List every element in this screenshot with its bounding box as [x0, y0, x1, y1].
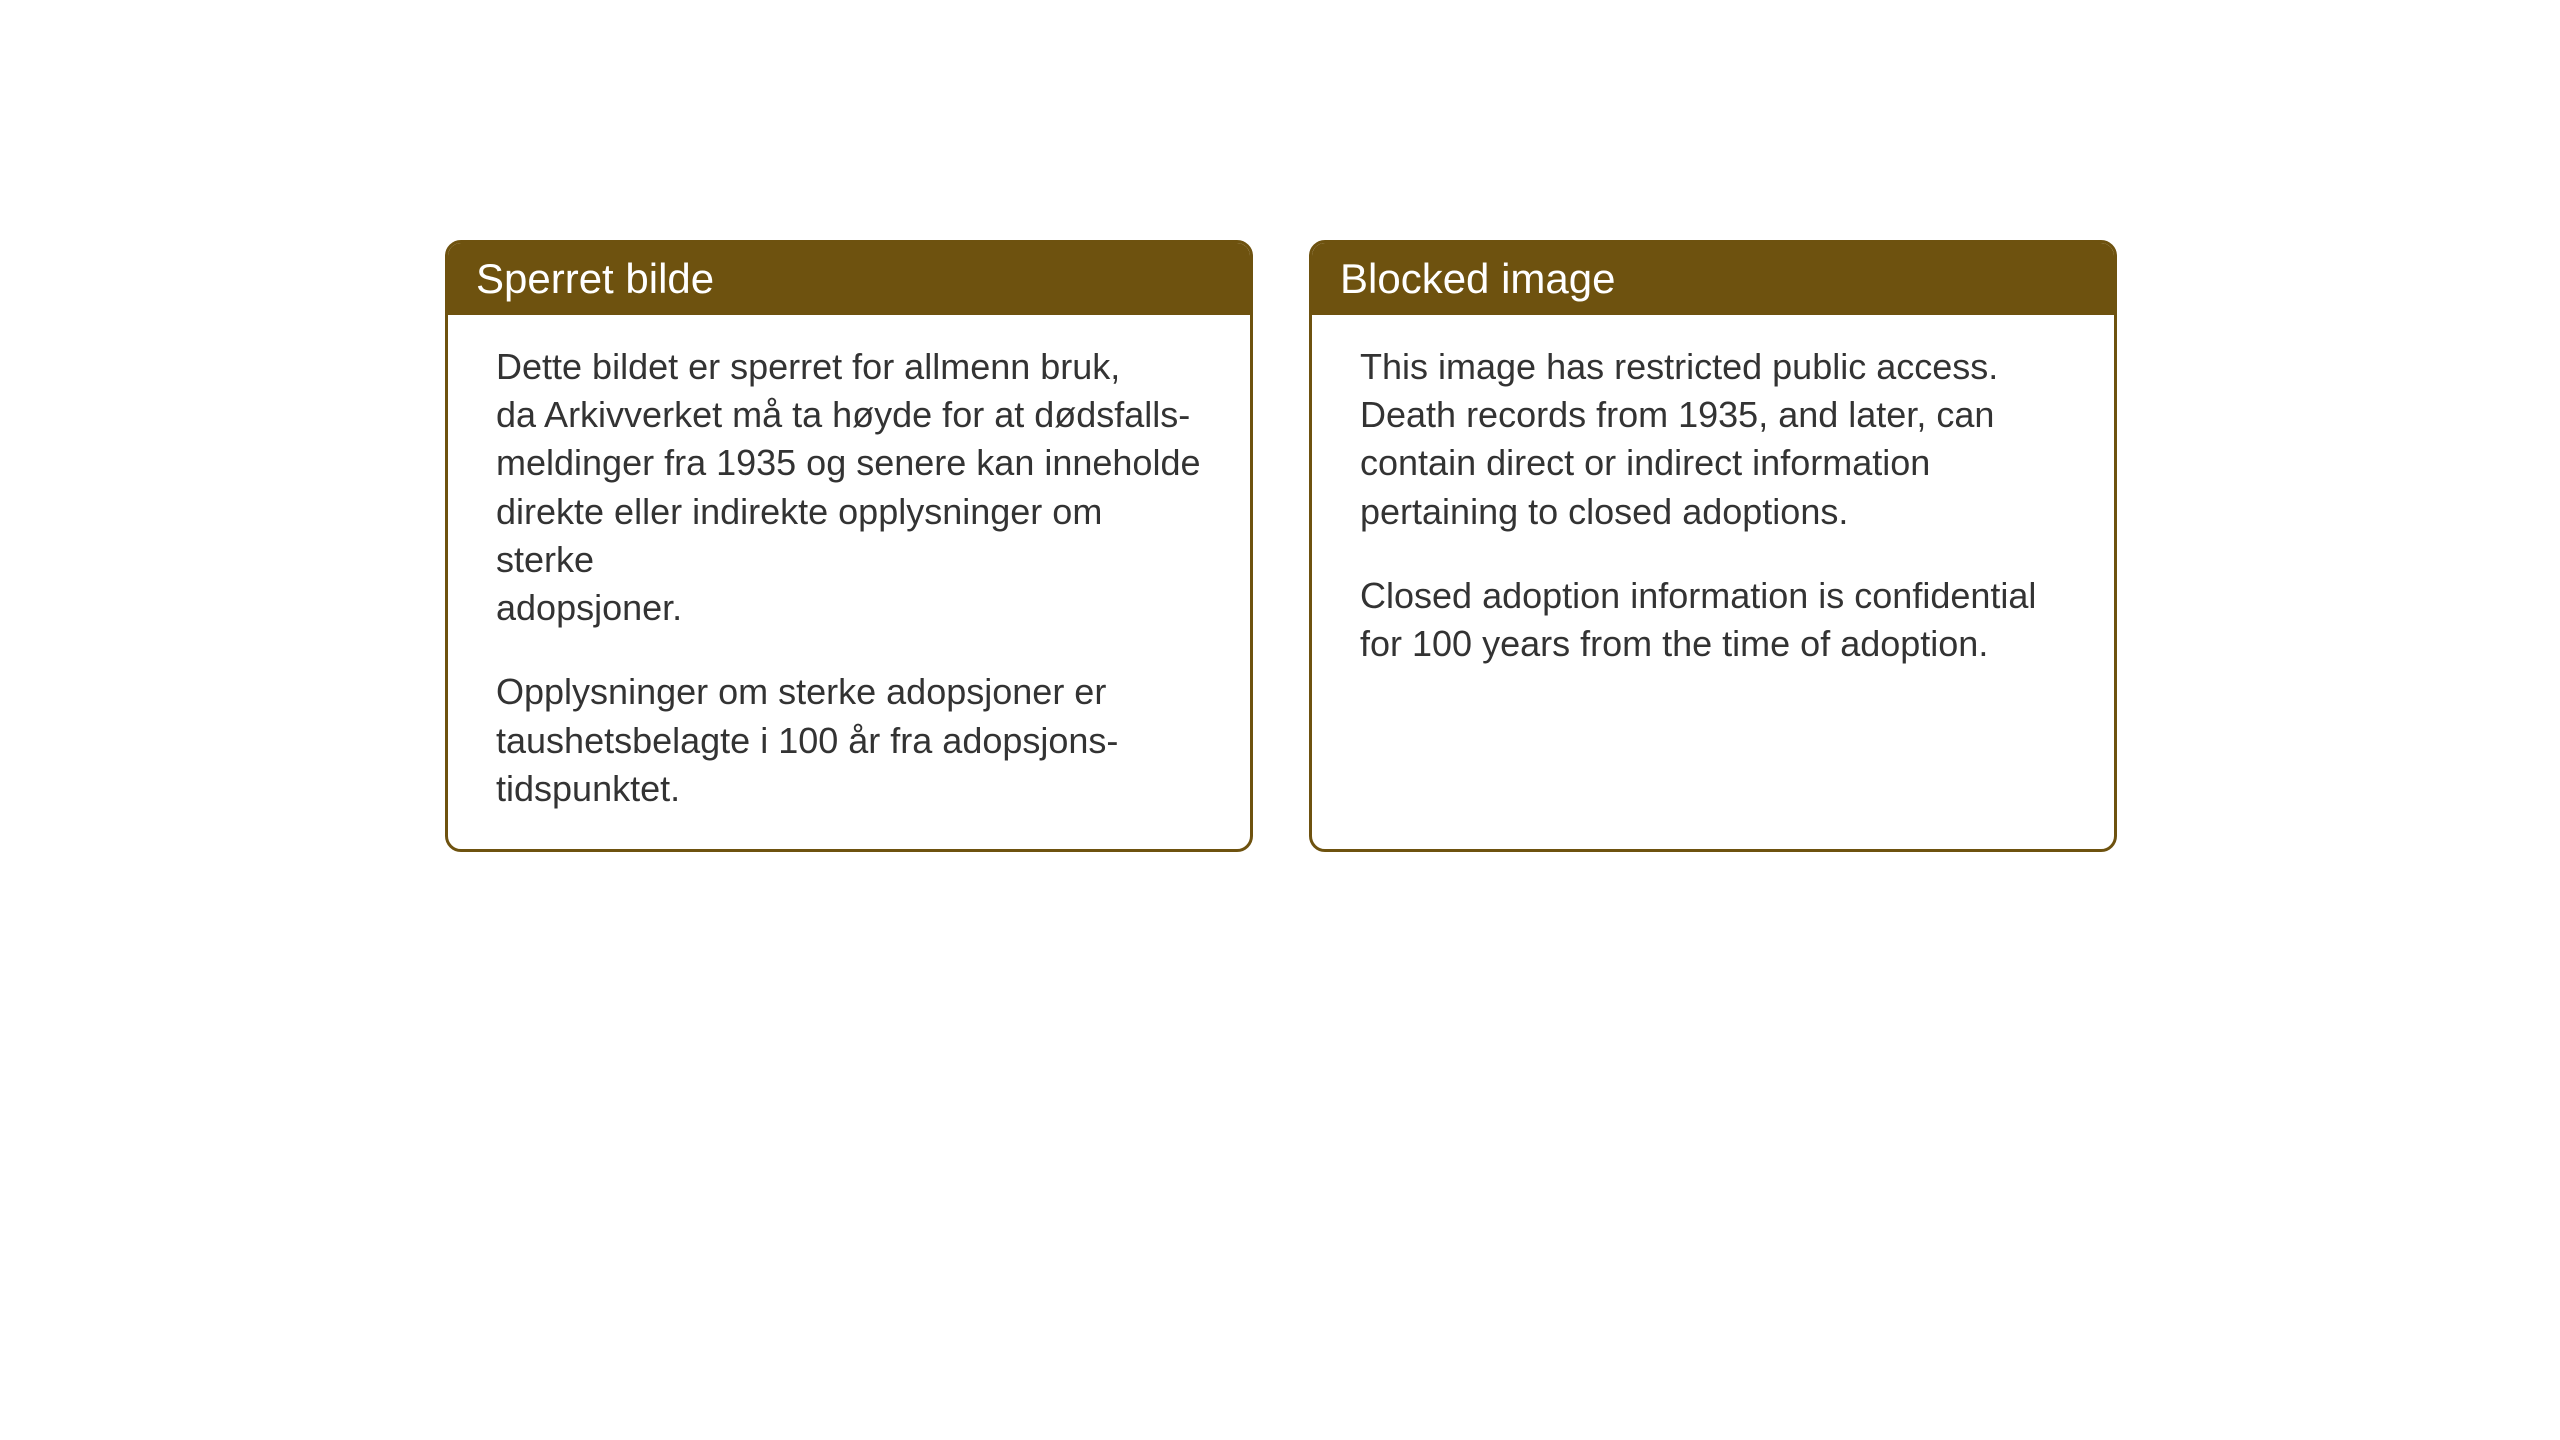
text-line: Death records from 1935, and later, can: [1360, 394, 1994, 435]
text-line: Opplysninger om sterke adopsjoner er: [496, 671, 1106, 712]
norwegian-paragraph-2: Opplysninger om sterke adopsjoner er tau…: [496, 668, 1202, 813]
text-line: Closed adoption information is confident…: [1360, 575, 2036, 616]
text-line: taushetsbelagte i 100 år fra adopsjons-: [496, 720, 1118, 761]
norwegian-notice-card: Sperret bilde Dette bildet er sperret fo…: [445, 240, 1253, 852]
notice-container: Sperret bilde Dette bildet er sperret fo…: [445, 240, 2117, 852]
english-card-title: Blocked image: [1312, 243, 2114, 315]
norwegian-paragraph-1: Dette bildet er sperret for allmenn bruk…: [496, 343, 1202, 632]
text-line: adopsjoner.: [496, 587, 682, 628]
text-line: Dette bildet er sperret for allmenn bruk…: [496, 346, 1120, 387]
text-line: direkte eller indirekte opplysninger om …: [496, 491, 1102, 580]
english-paragraph-2: Closed adoption information is confident…: [1360, 572, 2066, 668]
text-line: meldinger fra 1935 og senere kan innehol…: [496, 442, 1201, 483]
norwegian-card-title: Sperret bilde: [448, 243, 1250, 315]
text-line: for 100 years from the time of adoption.: [1360, 623, 1988, 664]
text-line: da Arkivverket må ta høyde for at dødsfa…: [496, 394, 1190, 435]
english-card-body: This image has restricted public access.…: [1312, 315, 2114, 704]
text-line: pertaining to closed adoptions.: [1360, 491, 1848, 532]
english-notice-card: Blocked image This image has restricted …: [1309, 240, 2117, 852]
english-paragraph-1: This image has restricted public access.…: [1360, 343, 2066, 536]
text-line: This image has restricted public access.: [1360, 346, 1998, 387]
text-line: tidspunktet.: [496, 768, 680, 809]
norwegian-card-body: Dette bildet er sperret for allmenn bruk…: [448, 315, 1250, 849]
text-line: contain direct or indirect information: [1360, 442, 1930, 483]
